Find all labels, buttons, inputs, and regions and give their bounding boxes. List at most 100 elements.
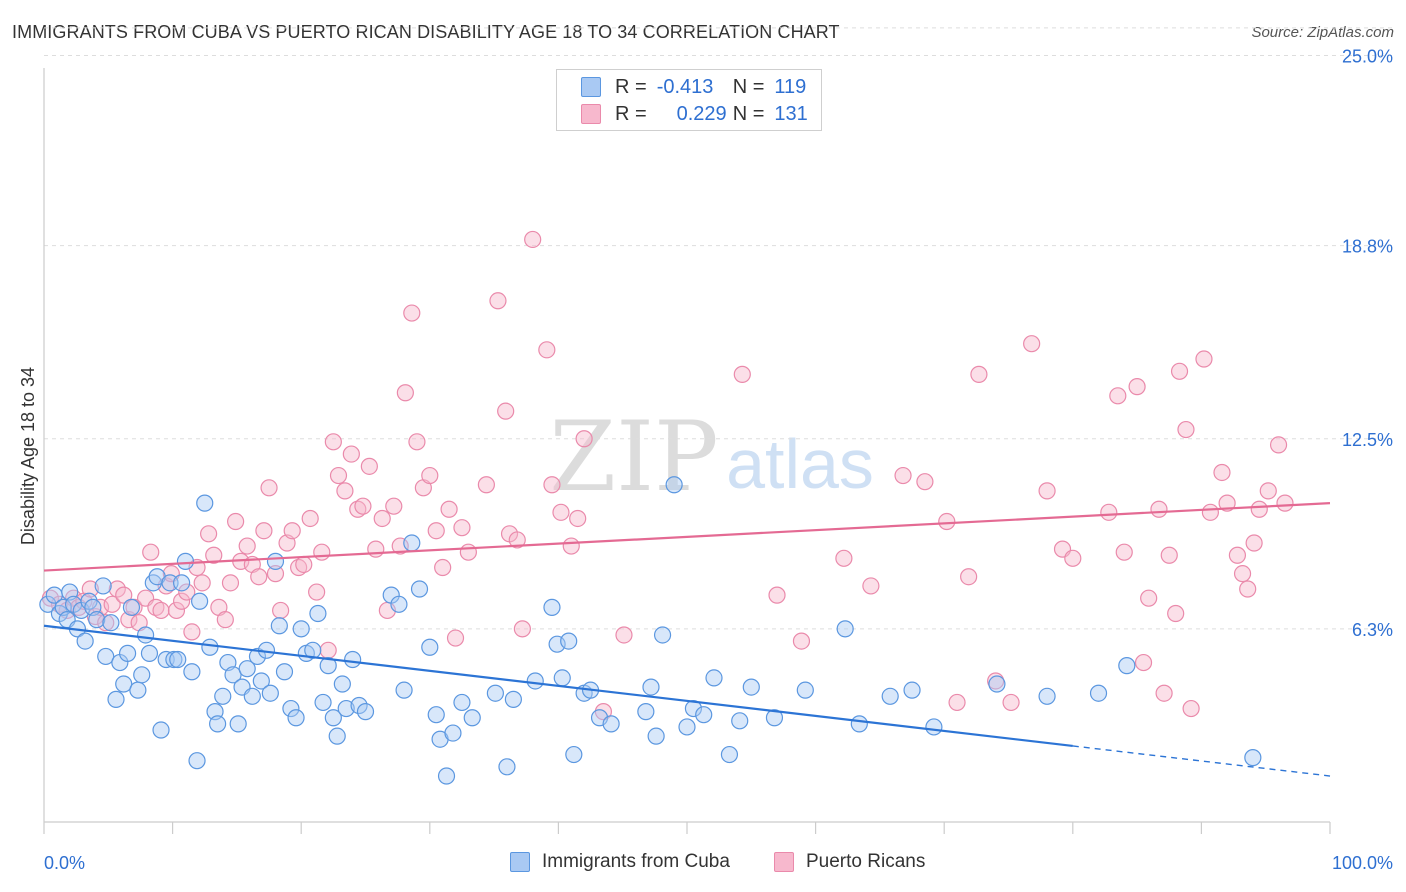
pr-point	[255, 522, 273, 540]
pr-point	[434, 558, 452, 577]
legend-row-cuba: R = -0.413 N = 119	[581, 74, 806, 100]
pr-point	[1269, 436, 1288, 454]
pr-point	[108, 580, 126, 598]
pr-point	[354, 497, 372, 515]
cuba-point	[191, 592, 209, 610]
pr-point	[1218, 494, 1236, 512]
trend-lines	[43, 502, 1331, 777]
cuba-point	[136, 626, 155, 644]
cuba-point	[444, 724, 462, 742]
cuba-point	[647, 727, 665, 745]
cuba-point	[176, 552, 195, 570]
pr-point	[147, 598, 165, 616]
pr-point	[970, 365, 988, 383]
pr-point	[1128, 378, 1146, 396]
legend-swatch-cuba	[581, 77, 601, 97]
cuba-point	[314, 693, 332, 712]
pr-point	[360, 457, 378, 475]
cuba-point	[421, 638, 439, 656]
pr-point	[453, 519, 471, 537]
cuba-point	[188, 752, 206, 770]
cuba-point	[602, 715, 620, 733]
cuba-point	[720, 745, 739, 764]
cuba-point	[637, 703, 655, 721]
cuba-point	[410, 580, 429, 598]
cuba-point	[102, 614, 120, 632]
cuba-point	[209, 715, 227, 733]
pr-point	[1150, 500, 1168, 518]
legend-r-label: R =	[615, 75, 647, 98]
cuba-point	[543, 598, 561, 616]
cuba-point	[173, 574, 191, 592]
cuba-point	[925, 718, 943, 736]
legend-r-value-cuba: -0.413	[656, 75, 714, 98]
cuba-point	[337, 699, 355, 718]
pr-point	[497, 402, 515, 420]
series-name-cuba: Immigrants from Cuba	[542, 851, 730, 872]
pr-point	[301, 509, 319, 528]
cuba-point	[395, 681, 413, 699]
pr-point	[733, 365, 751, 383]
cuba-point	[275, 663, 294, 681]
y-tick-label: 25.0%	[1342, 47, 1393, 67]
pr-point	[283, 522, 301, 540]
pr-point	[349, 500, 367, 518]
cuba-point	[427, 706, 445, 724]
pr-point	[319, 641, 337, 659]
pr-point	[183, 623, 201, 641]
pr-point	[1259, 482, 1277, 500]
y-tick-label: 18.8%	[1342, 237, 1393, 257]
pr-point	[1182, 699, 1200, 718]
pr-point	[1100, 503, 1118, 521]
cuba-point	[196, 494, 214, 512]
cuba-point	[796, 681, 814, 699]
pr-point	[489, 292, 507, 310]
cuba-trend-extension	[1072, 745, 1331, 777]
pr-point	[459, 543, 477, 561]
pr-point	[792, 632, 811, 650]
cuba-point	[560, 632, 578, 650]
pr-point	[260, 479, 278, 497]
cuba-point	[319, 657, 337, 675]
cuba-points	[39, 476, 1262, 785]
stats-legend: R = -0.413 N = 119 R = 0.229 N = 131	[556, 69, 822, 131]
pr-point	[238, 537, 256, 555]
y-tick-label: 6.3%	[1352, 620, 1393, 640]
x-tick-label: 100.0%	[1332, 853, 1393, 873]
cuba-point	[328, 727, 346, 745]
cuba-point	[356, 703, 375, 721]
pr-point	[1064, 549, 1082, 567]
pr-point	[427, 522, 445, 540]
pr-point	[938, 512, 956, 531]
pr-point	[142, 543, 160, 561]
pr-point	[396, 384, 414, 402]
pr-point	[1115, 543, 1133, 561]
pr-point	[1002, 693, 1020, 712]
legend-n-label: N =	[732, 102, 765, 125]
x-tick-label: 0.0%	[44, 853, 85, 873]
cuba-point	[118, 644, 137, 662]
cuba-point	[88, 611, 106, 629]
pr-point	[1213, 463, 1231, 482]
watermark-zip: ZIP	[549, 401, 718, 513]
puerto-rican-points	[41, 95, 1294, 721]
pr-point	[446, 629, 465, 647]
series-swatch-pr	[774, 852, 794, 872]
cuba-point	[94, 577, 112, 595]
pr-point	[200, 525, 218, 543]
watermark-atlas: atlas	[726, 425, 874, 503]
pr-point	[272, 601, 290, 620]
pr-point	[1140, 589, 1158, 607]
cuba-point	[169, 650, 187, 669]
cuba-point	[243, 687, 261, 705]
pr-point	[308, 583, 326, 601]
cuba-point	[665, 476, 683, 494]
series-swatch-cuba	[510, 852, 530, 872]
pr-point	[916, 473, 934, 491]
pr-point	[421, 466, 439, 485]
legend-r-label: R =	[615, 102, 647, 125]
pr-point	[342, 445, 360, 463]
pr-point	[221, 574, 240, 592]
cuba-point	[97, 647, 115, 666]
